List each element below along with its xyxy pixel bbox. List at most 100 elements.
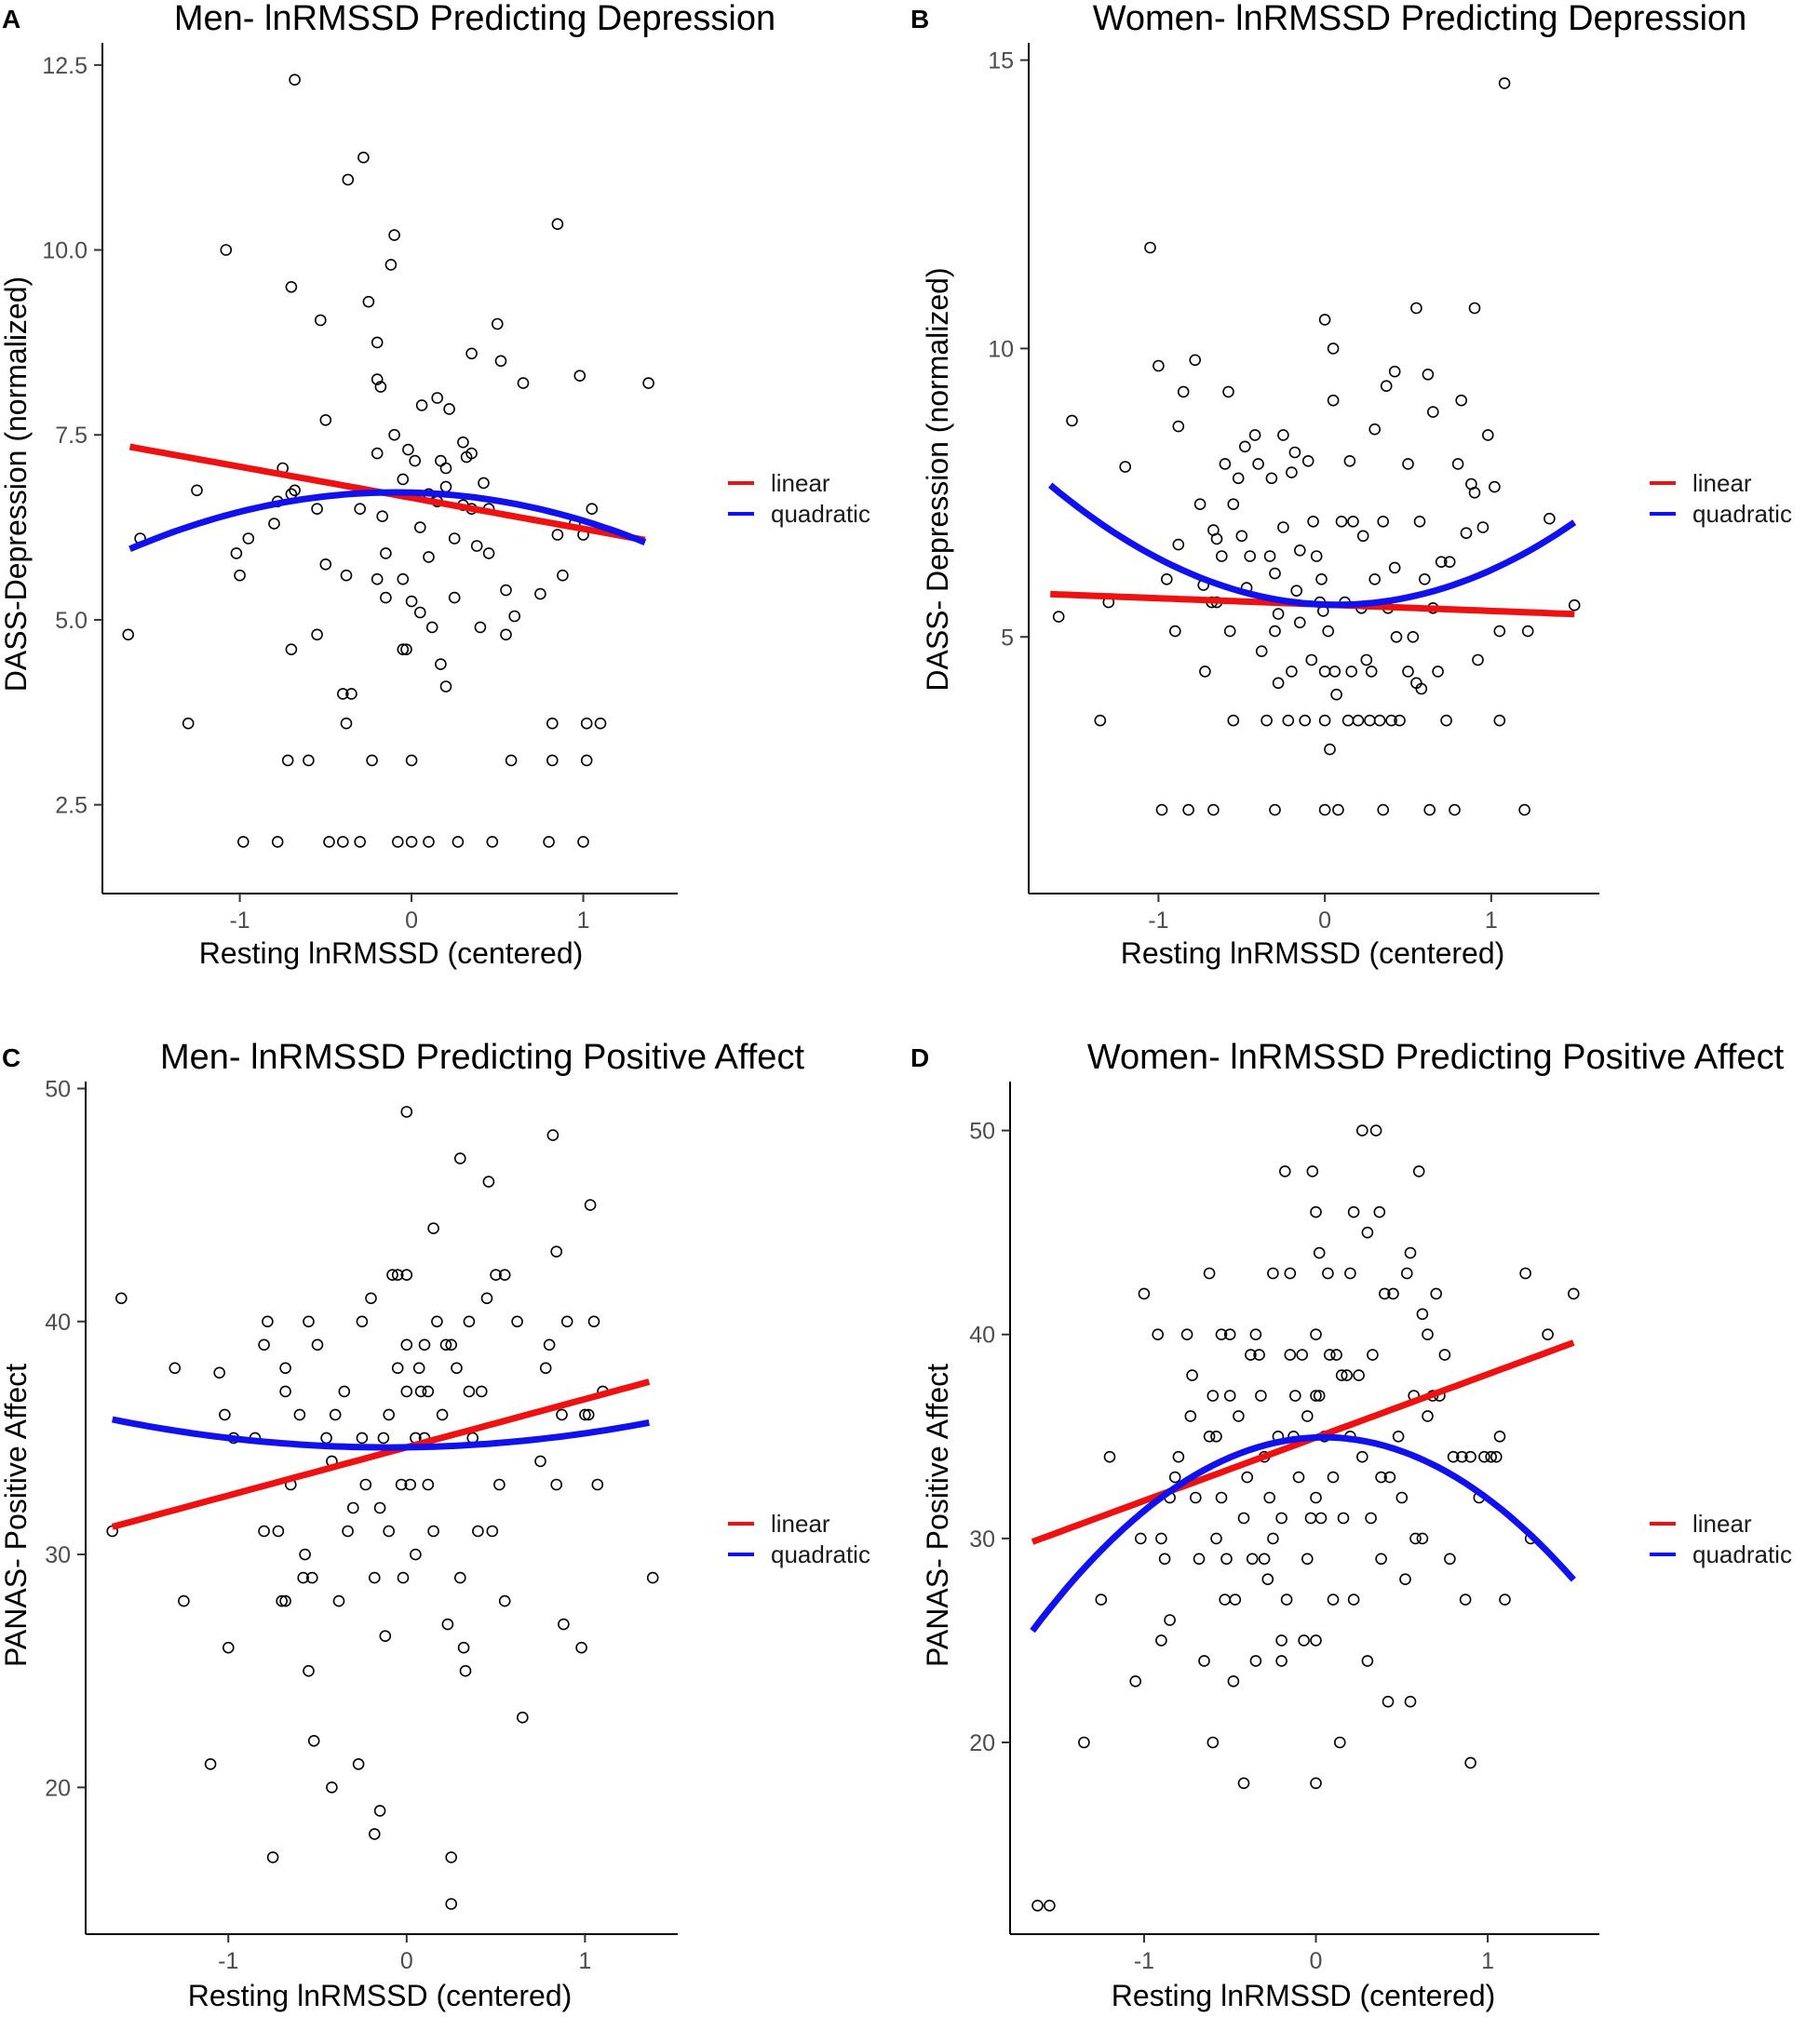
chart-title: Men- lnRMSSD Predicting Positive Affect: [160, 1038, 804, 1077]
data-point: [1356, 1124, 1368, 1136]
data-point: [1272, 608, 1285, 620]
data-point: [1249, 1328, 1262, 1340]
data-point: [1423, 803, 1436, 816]
data-point: [311, 1338, 324, 1351]
data-point: [236, 836, 249, 848]
legend: linear quadratic: [728, 469, 870, 528]
data-point: [371, 336, 384, 349]
data-point: [1210, 532, 1223, 545]
data-point: [340, 569, 353, 582]
data-point: [534, 587, 546, 600]
data-point: [380, 591, 392, 604]
data-point: [285, 280, 298, 293]
data-point: [397, 1571, 410, 1584]
axes: -1 0 1 20 30 40 50: [45, 1077, 678, 1974]
data-point: [1310, 1390, 1322, 1402]
data-point: [1158, 1553, 1171, 1566]
data-point: [1237, 1512, 1250, 1525]
data-point: [122, 628, 134, 641]
data-point: [388, 229, 400, 241]
data-point: [475, 1385, 488, 1398]
data-point: [371, 447, 384, 460]
data-point: [1464, 1756, 1476, 1769]
data-point: [439, 480, 452, 493]
y-tick-label: 10.0: [42, 238, 88, 264]
data-point: [1489, 480, 1501, 493]
data-point: [383, 1408, 396, 1421]
data-point: [1375, 1471, 1387, 1484]
data-point: [491, 317, 504, 330]
data-point: [435, 454, 447, 467]
data-point: [1361, 1226, 1374, 1239]
data-point: [1253, 1349, 1265, 1361]
data-point: [422, 1385, 435, 1398]
data-point: [1568, 598, 1581, 612]
data-point: [457, 1641, 470, 1654]
data-point: [303, 754, 315, 767]
x-tick-label: -1: [229, 908, 249, 934]
data-point: [365, 1292, 377, 1305]
data-point: [465, 347, 478, 360]
data-point: [1153, 359, 1165, 372]
y-axis-label: DASS-Depression (normalized): [0, 276, 33, 692]
data-point: [579, 1408, 591, 1421]
data-point: [1419, 572, 1431, 585]
legend: linear quadratic: [728, 1510, 870, 1568]
data-point: [234, 569, 246, 582]
data-point: [1310, 1205, 1322, 1218]
data-point: [508, 610, 521, 623]
data-point: [373, 1805, 386, 1817]
data-point: [1223, 625, 1236, 638]
data-point: [293, 1408, 306, 1421]
data-point: [465, 447, 478, 460]
data-point: [1313, 1390, 1326, 1402]
data-point: [1314, 1512, 1328, 1525]
data-point: [1078, 1736, 1090, 1749]
y-tick-label: 10: [988, 336, 1014, 362]
data-point: [1493, 1431, 1506, 1443]
data-point: [397, 643, 410, 656]
data-point: [1219, 458, 1232, 470]
data-point: [1468, 302, 1481, 315]
data-point: [1168, 1471, 1181, 1484]
data-point: [258, 1525, 270, 1538]
data-point: [1265, 472, 1278, 485]
data-point: [400, 1385, 413, 1398]
data-point: [591, 1478, 604, 1491]
panel-label: C: [2, 1043, 20, 1072]
data-point: [357, 151, 370, 164]
data-point: [439, 462, 452, 475]
data-point: [1245, 1349, 1257, 1361]
scatter-points: [1052, 77, 1581, 816]
data-point: [1430, 1287, 1442, 1300]
data-point: [646, 1571, 659, 1584]
panel-a: A Men- lnRMSSD Predicting Depression Res…: [0, 0, 870, 970]
data-point: [427, 1525, 439, 1538]
data-point: [1394, 714, 1406, 727]
data-point: [1119, 461, 1131, 473]
data-point: [1427, 406, 1439, 418]
data-point: [268, 518, 280, 530]
data-point: [213, 1366, 225, 1379]
data-point: [1184, 1410, 1197, 1422]
data-point: [436, 1408, 449, 1421]
data-point: [558, 1618, 570, 1631]
data-point: [342, 173, 355, 186]
data-point: [431, 392, 444, 404]
x-tick-label: -1: [1134, 1948, 1154, 1974]
data-point: [486, 1525, 499, 1538]
data-point: [1277, 521, 1289, 533]
data-point: [573, 370, 586, 383]
data-point: [1365, 1512, 1377, 1525]
data-point: [1327, 394, 1340, 407]
data-point: [1356, 530, 1369, 543]
data-point: [354, 836, 367, 848]
data-point: [1352, 714, 1365, 727]
data-point: [1180, 1328, 1193, 1340]
data-point: [1284, 1349, 1297, 1361]
x-tick-label: 0: [400, 1948, 413, 1974]
data-point: [439, 1338, 452, 1351]
x-tick-label: 0: [1310, 1948, 1323, 1974]
data-point: [1275, 1655, 1287, 1667]
